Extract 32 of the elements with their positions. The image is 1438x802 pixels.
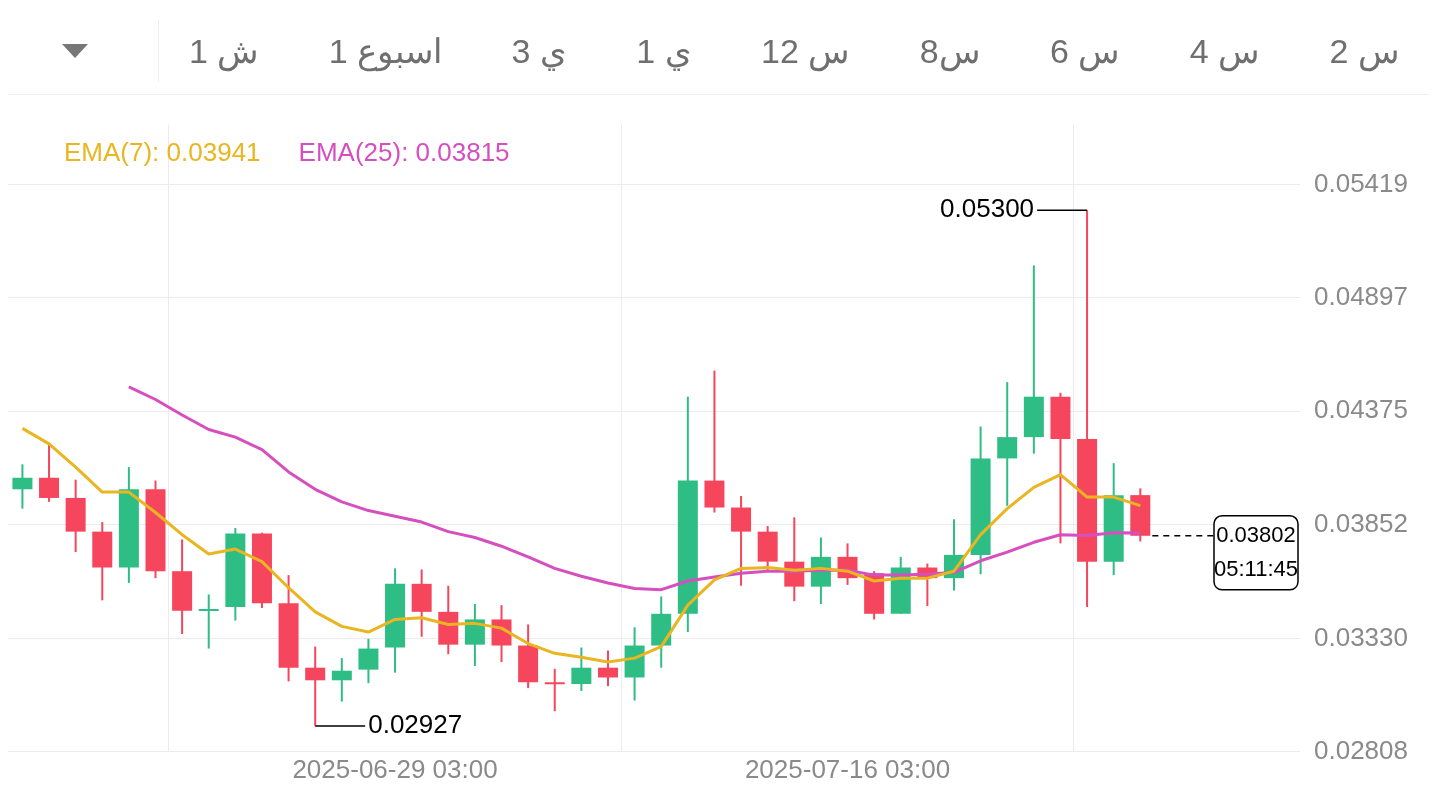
text: EMA(25): 0.03815 (298, 136, 510, 167)
candlestick (997, 381, 1018, 507)
candlestick (358, 637, 379, 685)
x-tick-label: 2025-07-16 03:00 (744, 753, 951, 784)
y-tick-label: 0.05419 (1314, 167, 1408, 198)
y-tick-label: 0.04375 (1314, 394, 1408, 425)
candlestick (571, 646, 592, 692)
candlestick (12, 463, 33, 510)
text: 1 اسبوع (328, 31, 443, 71)
y-tick-label: 0.02808 (1314, 734, 1408, 765)
ref-line-label: 0.03802 (1216, 521, 1296, 547)
annotation: 0.02927 (368, 709, 463, 740)
y-tick-label: 0.04897 (1314, 280, 1408, 311)
text: 1 ش (189, 31, 260, 71)
text: 12 س (761, 31, 851, 71)
text: 2 س (1329, 31, 1400, 71)
text: EMA(7): 0.03941 (64, 136, 261, 167)
text: 6 س (1050, 31, 1121, 71)
x-tick-label: 2025-06-29 03:00 (292, 753, 498, 784)
text: 3 ي (511, 31, 567, 71)
y-tick-label: 0.03330 (1314, 621, 1408, 652)
y-tick-label: 0.03852 (1314, 508, 1408, 539)
candlestick (331, 657, 352, 703)
candlestick (305, 645, 326, 727)
candlestick (198, 593, 219, 650)
candlestick (597, 649, 618, 688)
candlestick (544, 667, 565, 713)
annotation: 0.05300 (940, 193, 1035, 224)
annotation: 05:11:45 (1213, 555, 1299, 581)
text: 8س (919, 31, 981, 71)
text: 4 س (1189, 31, 1261, 71)
text: 1 ي (636, 31, 692, 71)
